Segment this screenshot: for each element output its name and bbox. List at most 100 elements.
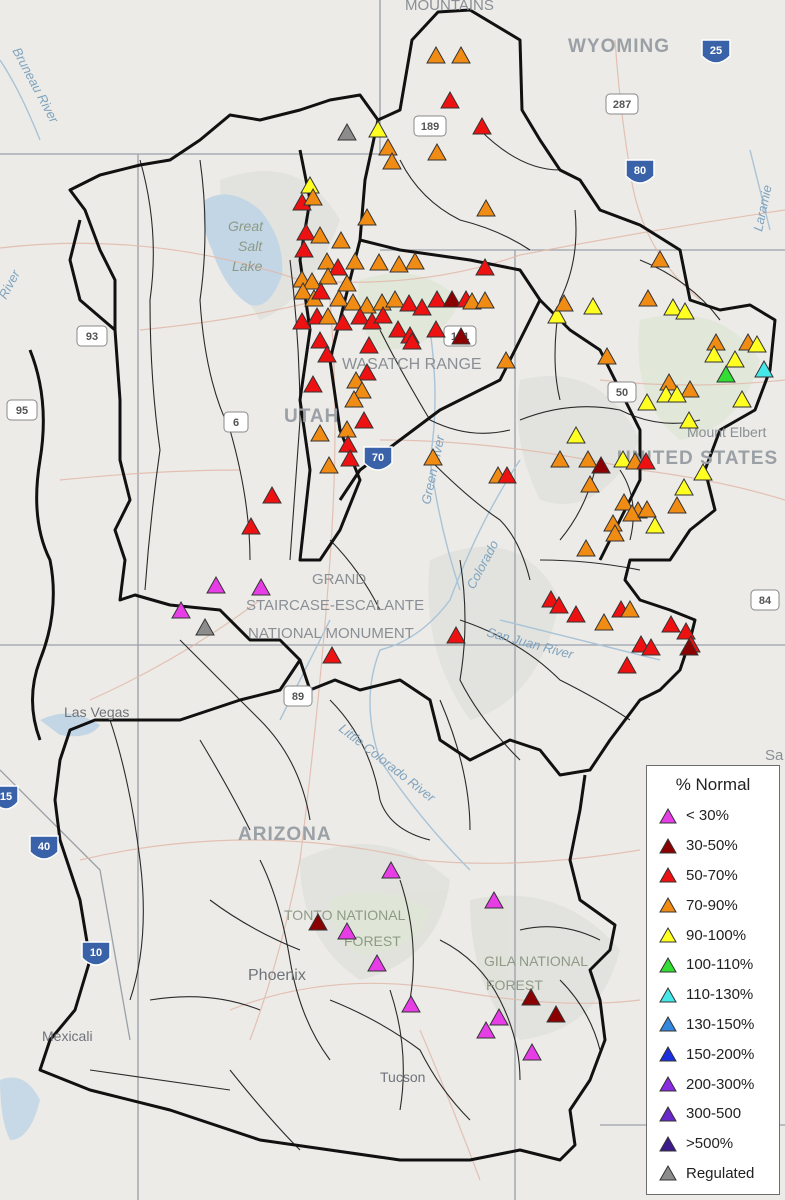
- site-marker-orange[interactable]: [405, 251, 425, 270]
- site-marker-yellow[interactable]: [674, 477, 694, 496]
- site-marker-red[interactable]: [241, 516, 261, 535]
- site-marker-yellow[interactable]: [368, 119, 388, 138]
- site-marker-orange[interactable]: [597, 346, 617, 365]
- site-marker-orange[interactable]: [378, 137, 398, 156]
- site-marker-red[interactable]: [322, 645, 342, 664]
- site-marker-orange[interactable]: [345, 251, 365, 270]
- site-marker-red[interactable]: [328, 257, 348, 276]
- site-marker-orange[interactable]: [302, 271, 322, 290]
- site-marker-red[interactable]: [399, 293, 419, 312]
- site-marker-yellow[interactable]: [547, 305, 567, 324]
- site-marker-cyan[interactable]: [754, 359, 774, 378]
- site-marker-red[interactable]: [338, 434, 358, 453]
- site-marker-magenta[interactable]: [484, 890, 504, 909]
- site-marker-orange[interactable]: [576, 538, 596, 557]
- site-marker-red[interactable]: [566, 604, 586, 623]
- site-marker-yellow[interactable]: [679, 410, 699, 429]
- site-marker-darkred[interactable]: [679, 637, 699, 656]
- site-marker-orange[interactable]: [385, 289, 405, 308]
- site-marker-orange[interactable]: [344, 389, 364, 408]
- site-marker-orange[interactable]: [310, 225, 330, 244]
- site-marker-darkred[interactable]: [442, 289, 462, 308]
- site-marker-red[interactable]: [617, 655, 637, 674]
- site-marker-darkred[interactable]: [546, 1004, 566, 1023]
- site-marker-green[interactable]: [716, 364, 736, 383]
- site-marker-red[interactable]: [310, 330, 330, 349]
- site-marker-yellow[interactable]: [704, 344, 724, 363]
- site-marker-orange[interactable]: [614, 492, 634, 511]
- site-marker-orange[interactable]: [580, 474, 600, 493]
- site-marker-orange[interactable]: [659, 372, 679, 391]
- site-marker-orange[interactable]: [637, 499, 657, 518]
- site-marker-orange[interactable]: [620, 599, 640, 618]
- site-marker-red[interactable]: [388, 319, 408, 338]
- site-marker-red[interactable]: [676, 621, 696, 640]
- site-marker-orange[interactable]: [318, 266, 338, 285]
- site-marker-yellow[interactable]: [667, 384, 687, 403]
- site-marker-orange[interactable]: [352, 380, 372, 399]
- site-marker-orange[interactable]: [293, 281, 313, 300]
- site-marker-orange[interactable]: [389, 254, 409, 273]
- site-marker-gray[interactable]: [337, 122, 357, 141]
- site-marker-magenta[interactable]: [367, 953, 387, 972]
- site-marker-yellow[interactable]: [675, 301, 695, 320]
- site-marker-orange[interactable]: [638, 288, 658, 307]
- site-marker-red[interactable]: [412, 297, 432, 316]
- site-marker-red[interactable]: [373, 305, 393, 324]
- site-marker-orange[interactable]: [329, 288, 349, 307]
- site-marker-orange[interactable]: [310, 423, 330, 442]
- site-marker-red[interactable]: [472, 116, 492, 135]
- site-marker-red[interactable]: [354, 410, 374, 429]
- site-marker-darkred[interactable]: [308, 912, 328, 931]
- site-marker-red[interactable]: [294, 239, 314, 258]
- site-marker-orange[interactable]: [357, 295, 377, 314]
- site-marker-orange[interactable]: [331, 230, 351, 249]
- site-marker-orange[interactable]: [578, 449, 598, 468]
- site-marker-orange[interactable]: [451, 45, 471, 64]
- site-marker-orange[interactable]: [369, 252, 389, 271]
- site-marker-red[interactable]: [359, 335, 379, 354]
- site-marker-yellow[interactable]: [566, 425, 586, 444]
- site-marker-yellow[interactable]: [613, 449, 633, 468]
- site-marker-orange[interactable]: [622, 503, 642, 522]
- site-marker-orange[interactable]: [319, 455, 339, 474]
- site-marker-red[interactable]: [333, 312, 353, 331]
- site-marker-orange[interactable]: [605, 523, 625, 542]
- site-marker-gray[interactable]: [195, 617, 215, 636]
- site-marker-orange[interactable]: [427, 142, 447, 161]
- site-marker-magenta[interactable]: [206, 575, 226, 594]
- site-marker-yellow[interactable]: [300, 175, 320, 194]
- site-marker-red[interactable]: [357, 362, 377, 381]
- site-marker-orange[interactable]: [476, 198, 496, 217]
- site-marker-red[interactable]: [549, 595, 569, 614]
- site-marker-red[interactable]: [427, 289, 447, 308]
- site-marker-orange[interactable]: [337, 273, 357, 292]
- site-marker-yellow[interactable]: [693, 462, 713, 481]
- site-marker-darkred[interactable]: [591, 455, 611, 474]
- site-marker-orange[interactable]: [554, 293, 574, 312]
- site-marker-orange[interactable]: [357, 207, 377, 226]
- site-marker-orange[interactable]: [550, 449, 570, 468]
- site-marker-orange[interactable]: [382, 151, 402, 170]
- site-marker-red[interactable]: [475, 257, 495, 276]
- site-marker-orange[interactable]: [650, 249, 670, 268]
- site-marker-orange[interactable]: [318, 306, 338, 325]
- site-marker-red[interactable]: [497, 465, 517, 484]
- site-marker-yellow[interactable]: [663, 297, 683, 316]
- site-marker-yellow[interactable]: [725, 349, 745, 368]
- site-marker-red[interactable]: [636, 451, 656, 470]
- site-marker-magenta[interactable]: [489, 1007, 509, 1026]
- site-marker-magenta[interactable]: [401, 994, 421, 1013]
- site-marker-red[interactable]: [402, 331, 422, 350]
- site-marker-red[interactable]: [296, 222, 316, 241]
- site-marker-red[interactable]: [262, 485, 282, 504]
- site-marker-magenta[interactable]: [171, 600, 191, 619]
- site-marker-yellow[interactable]: [637, 392, 657, 411]
- site-marker-darkred[interactable]: [521, 987, 541, 1006]
- site-marker-yellow[interactable]: [645, 515, 665, 534]
- site-marker-yellow[interactable]: [747, 334, 767, 353]
- site-marker-orange[interactable]: [475, 290, 495, 309]
- site-marker-orange[interactable]: [667, 495, 687, 514]
- site-marker-orange[interactable]: [423, 447, 443, 466]
- site-marker-orange[interactable]: [680, 379, 700, 398]
